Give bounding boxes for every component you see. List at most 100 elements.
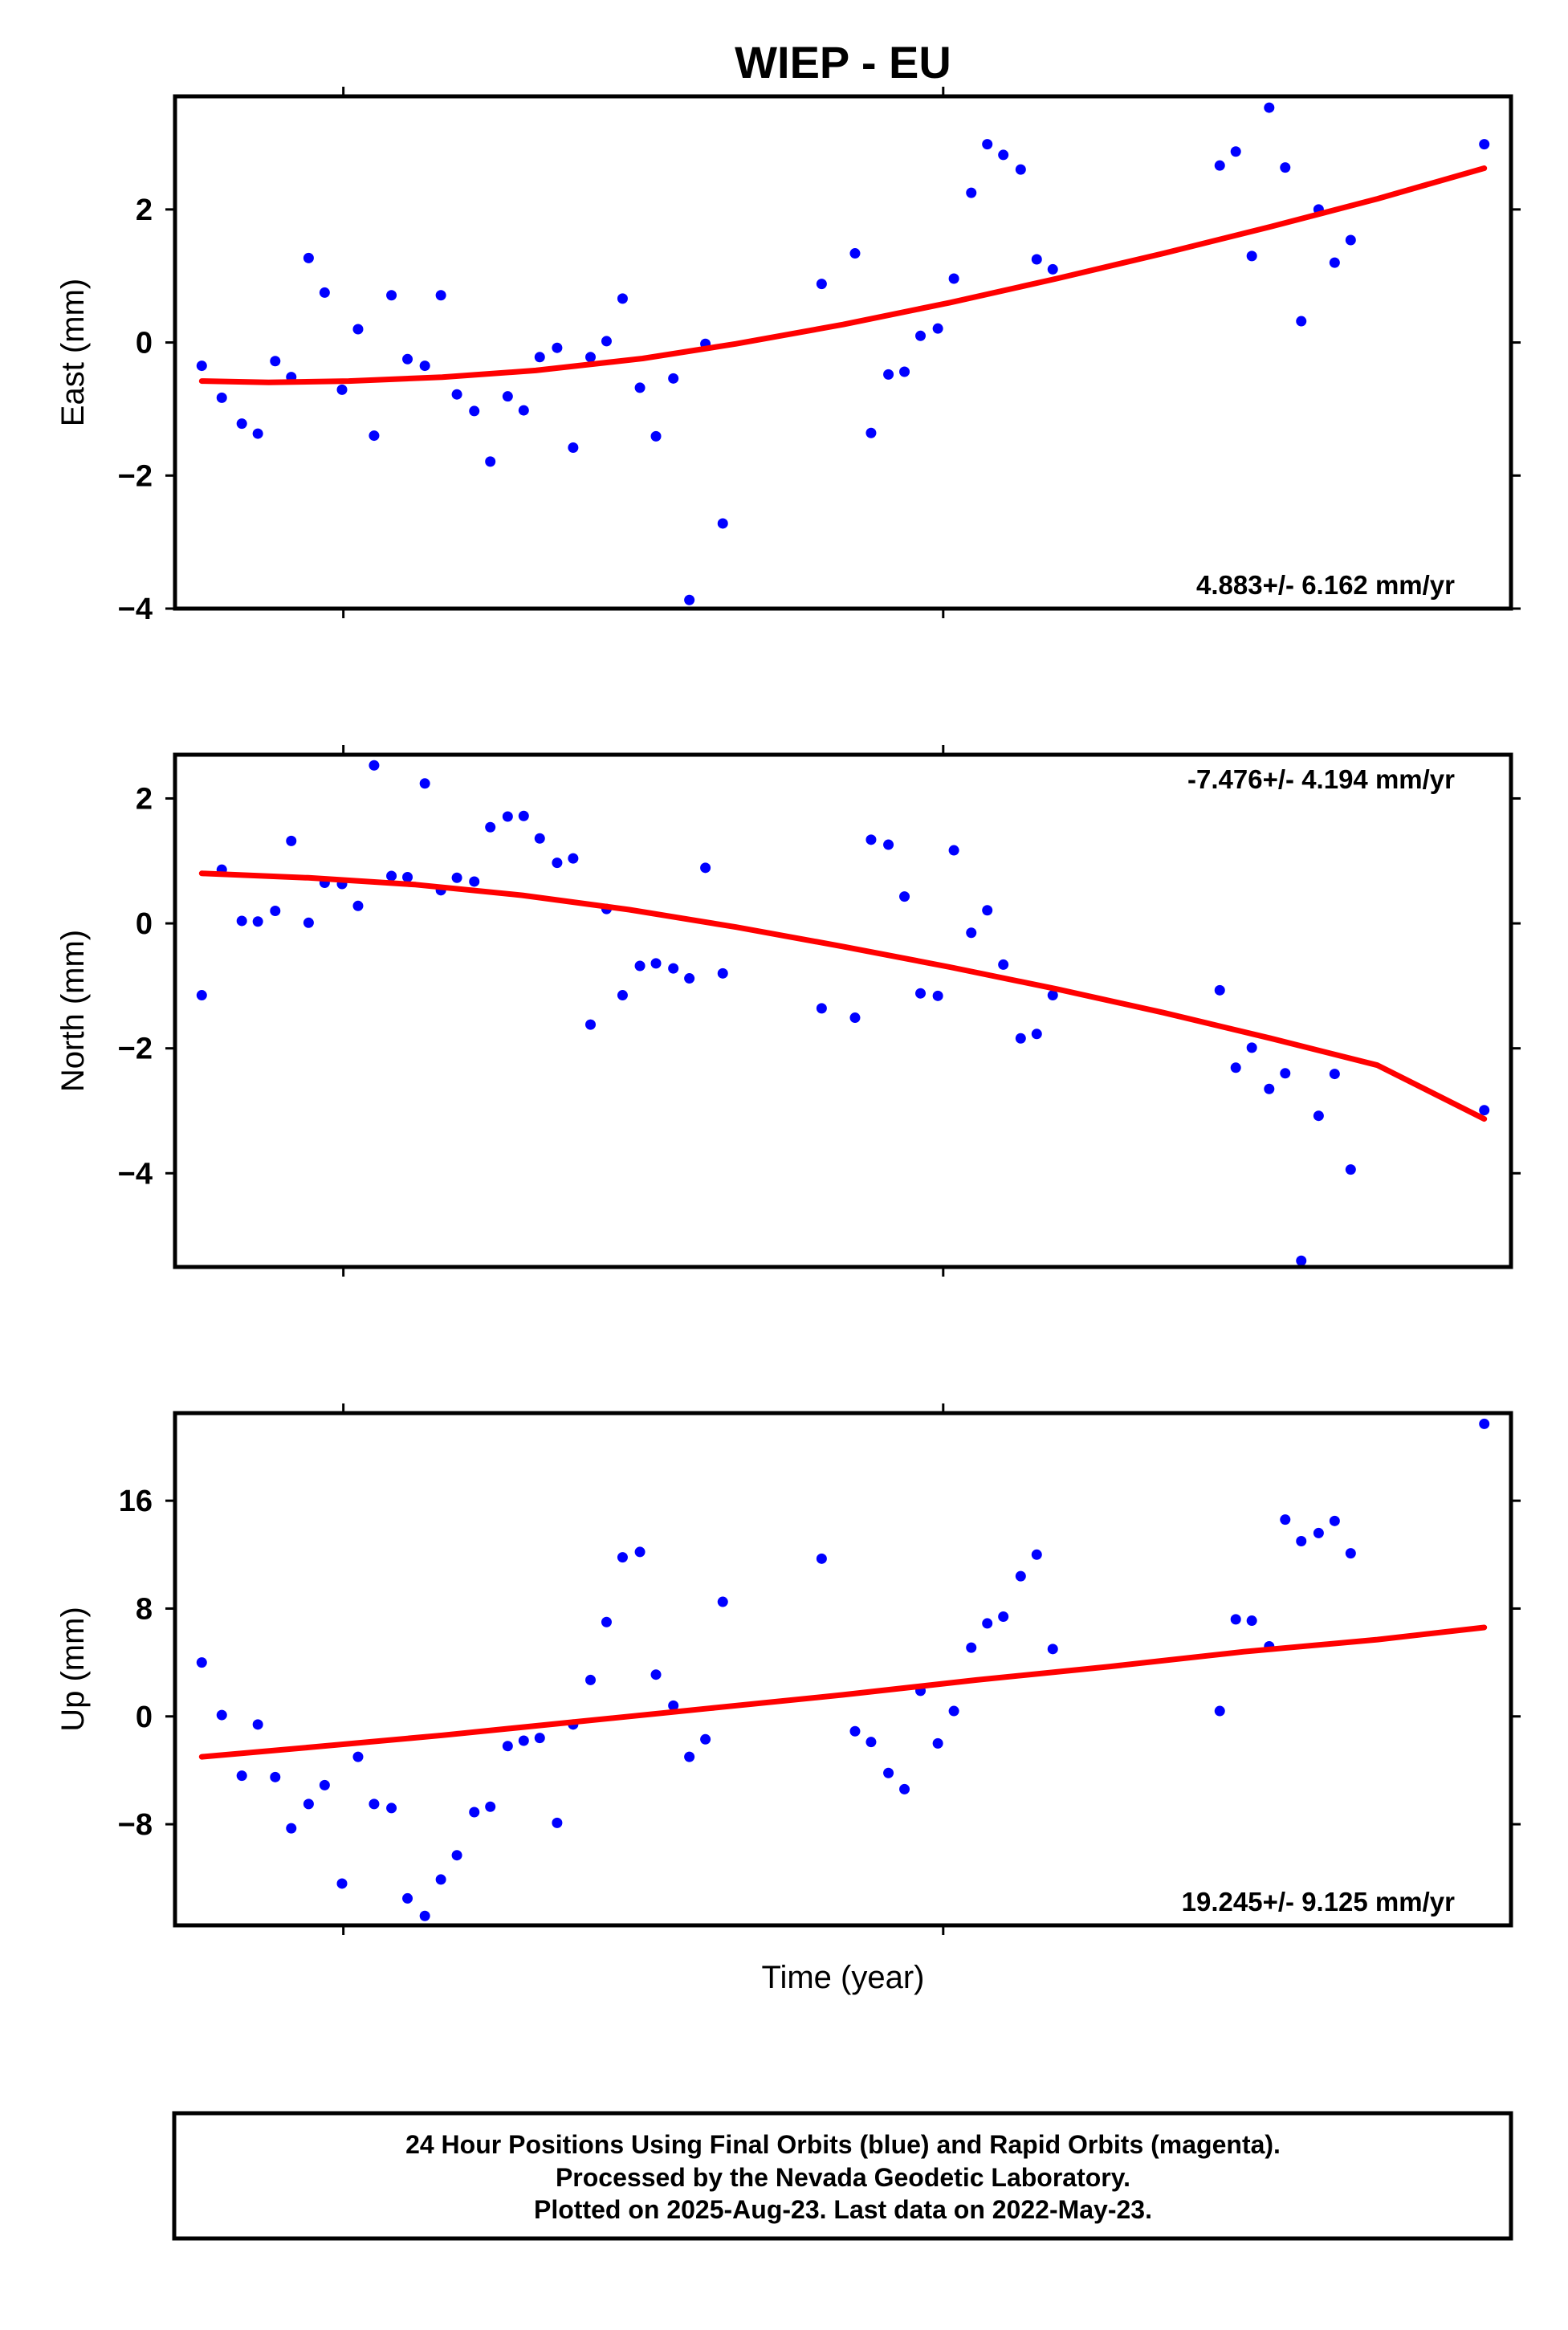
data-point [1015, 1033, 1026, 1044]
data-point [1296, 316, 1307, 327]
data-point [336, 1878, 348, 1889]
data-point [865, 427, 877, 438]
data-point [534, 1733, 545, 1744]
y-tick-label: 16 [119, 1485, 153, 1518]
data-point [717, 1596, 728, 1607]
y-tick-label: 8 [136, 1592, 153, 1626]
plot-frame [173, 752, 1513, 1269]
data-point [684, 973, 695, 984]
data-point [1047, 1644, 1058, 1655]
data-point [303, 917, 314, 928]
data-point [552, 857, 563, 869]
data-point [1280, 1514, 1291, 1525]
data-point [1031, 1029, 1042, 1040]
data-point [816, 1003, 827, 1014]
data-point [1345, 234, 1356, 246]
data-points [196, 1418, 1490, 1921]
chart-title: WIEP - EU [735, 37, 951, 88]
data-point [998, 1611, 1009, 1623]
data-point [998, 149, 1009, 161]
data-point [1313, 1527, 1324, 1538]
data-point [469, 1807, 480, 1818]
data-point [883, 369, 894, 380]
x-axis-label: Time (year) [762, 1960, 925, 1995]
data-point [1214, 984, 1225, 996]
data-point [617, 990, 628, 1001]
data-point [684, 594, 695, 605]
data-point [982, 905, 993, 916]
data-point [419, 360, 430, 372]
data-point [435, 1874, 446, 1885]
data-point [1230, 146, 1241, 157]
data-point [948, 1705, 959, 1717]
data-point [469, 405, 480, 417]
data-point [319, 1779, 330, 1790]
data-point [534, 352, 545, 363]
data-point [899, 1783, 910, 1794]
data-point [1296, 1536, 1307, 1546]
data-point [518, 810, 529, 821]
footer-line-1: 24 Hour Positions Using Final Orbits (bl… [405, 2130, 1281, 2159]
data-point [668, 963, 679, 974]
velocity-label: 19.245+/- 9.125 mm/yr [1182, 1887, 1455, 1917]
data-point [915, 988, 927, 999]
data-point [849, 248, 861, 259]
plot-frame [173, 1411, 1513, 1928]
data-point [352, 900, 364, 911]
data-point [386, 870, 397, 882]
data-point [915, 330, 927, 341]
data-point [502, 1741, 513, 1752]
data-point [1345, 1548, 1356, 1559]
data-point [948, 273, 959, 284]
y-tick-label: 2 [136, 193, 153, 227]
data-point [216, 1709, 227, 1721]
data-point [485, 456, 496, 467]
data-point [883, 1767, 894, 1778]
data-point [252, 1719, 263, 1730]
data-point [966, 187, 977, 198]
data-point [1264, 1083, 1275, 1094]
data-point [1214, 1705, 1225, 1717]
data-point [816, 279, 827, 290]
y-tick-label: −4 [118, 1157, 153, 1191]
data-point [1280, 162, 1291, 173]
data-point [717, 967, 728, 979]
data-point [236, 418, 247, 430]
data-point [932, 323, 943, 334]
data-point [816, 1553, 827, 1564]
velocity-label: 4.883+/- 6.162 mm/yr [1196, 570, 1455, 600]
data-point [849, 1012, 861, 1024]
y-tick-label: 0 [136, 327, 153, 360]
data-point [1246, 251, 1257, 262]
data-point [552, 342, 563, 353]
data-point [451, 1850, 462, 1861]
data-point [402, 871, 413, 882]
data-point [1479, 1105, 1490, 1116]
data-point [252, 428, 263, 439]
data-point [684, 1751, 695, 1762]
y-axis-label: East (mm) [55, 279, 91, 426]
y-tick-label: −2 [118, 459, 153, 493]
data-point [1479, 1418, 1490, 1429]
data-point [617, 1552, 628, 1563]
data-point [1214, 160, 1225, 171]
data-point [451, 872, 462, 883]
data-point [634, 382, 646, 393]
data-point [1329, 1069, 1340, 1080]
data-point [1313, 1110, 1324, 1122]
trend-line [198, 1624, 1488, 1760]
data-point [948, 845, 959, 856]
data-point [717, 518, 728, 529]
data-point [650, 958, 662, 969]
data-point [270, 356, 281, 367]
up-panel: −8 0 8 16 Up (mm) 19.245+/- 9.125 mm/yr [55, 1403, 1521, 1935]
y-tick-label: −4 [118, 593, 153, 626]
data-point [1329, 257, 1340, 268]
data-point [700, 862, 711, 874]
data-point [982, 1618, 993, 1629]
east-panel: −4 −2 0 2 East (mm) 4.883+/- 6.162 mm/yr [55, 87, 1521, 626]
data-point [634, 1546, 646, 1558]
data-point [270, 1771, 281, 1782]
data-point [236, 1770, 247, 1782]
data-point [369, 430, 380, 442]
